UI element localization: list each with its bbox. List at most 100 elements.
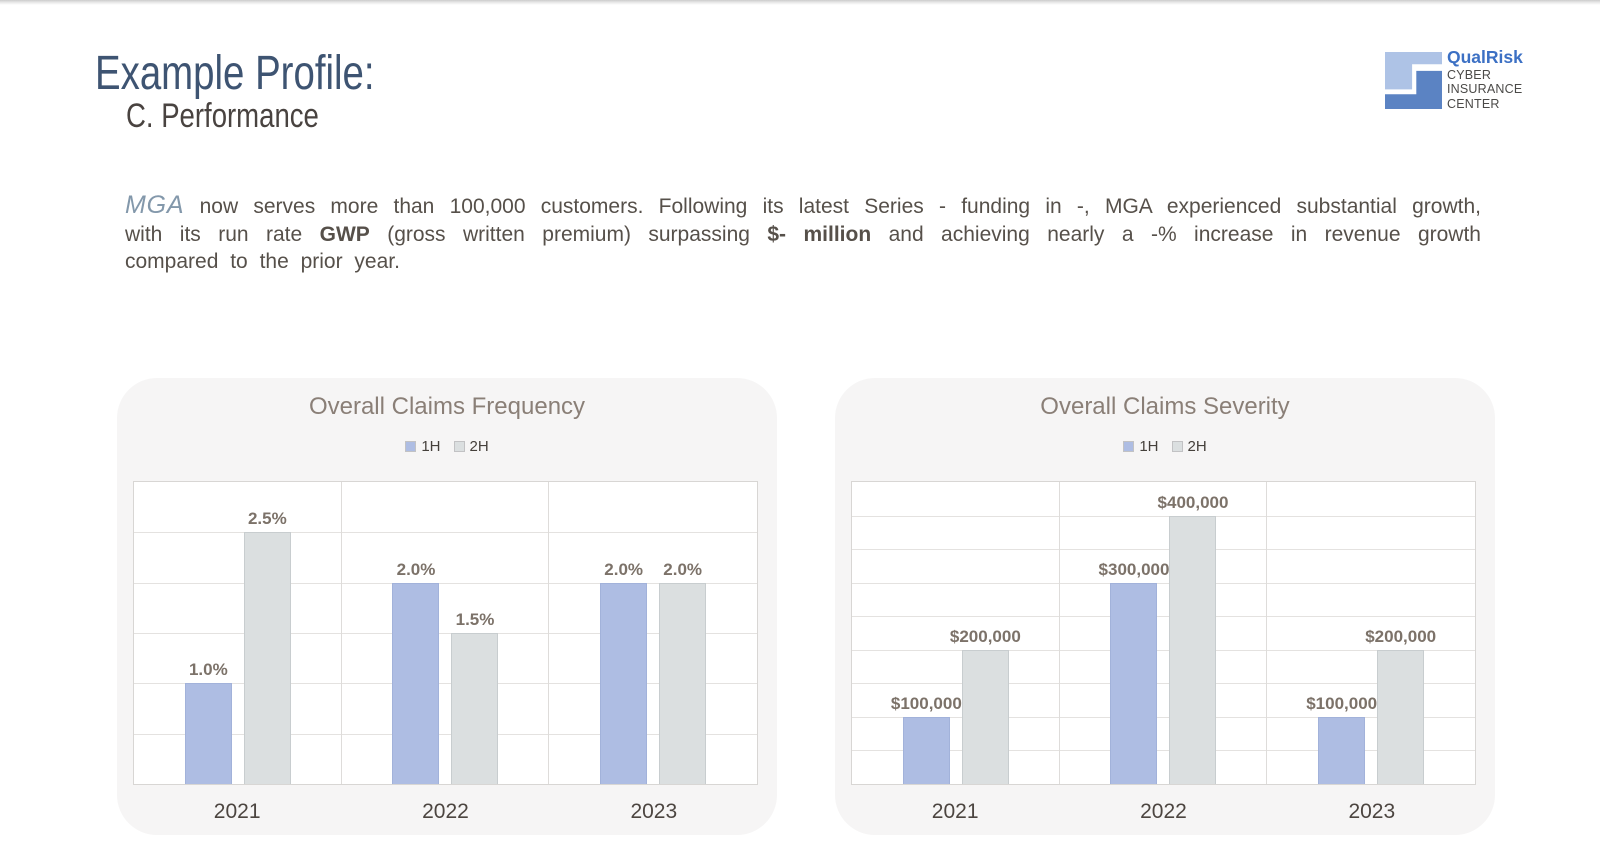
- bar-value-label: $200,000: [1365, 626, 1437, 646]
- legend-item-2h: 2H: [453, 438, 489, 455]
- category-column-2023: 2.0% 2.0%: [549, 482, 757, 784]
- chart-card-claims-severity: Overall Claims Severity 1H 2H $100,000 $20…: [835, 378, 1495, 835]
- logo-caption-line: INSURANCE: [1447, 82, 1523, 97]
- bar-value-label: $100,000: [1306, 693, 1378, 713]
- qualrisk-logo-text: QualRisk CYBER INSURANCE CENTER: [1447, 47, 1523, 111]
- bar-pair: 2.0% 2.0%: [549, 482, 757, 784]
- legend-item-2h: 2H: [1171, 438, 1207, 455]
- category-column-2023: $100,000 $200,000: [1267, 482, 1475, 784]
- bar-pair: $300,000 $400,000: [1060, 482, 1268, 784]
- category-column-2022: 2.0% 1.5%: [342, 482, 550, 784]
- gridline: [852, 649, 1475, 651]
- bar-1h-2021: $100,000: [891, 695, 962, 784]
- gridline: [134, 633, 757, 634]
- paragraph-line: with its run rate GWP (gross written pre…: [125, 221, 1481, 249]
- bar-1h-2022: $300,000: [1099, 561, 1169, 784]
- bar-value-label: $400,000: [1157, 492, 1229, 512]
- x-axis-label-2021: 2021: [931, 800, 979, 823]
- bar-1h-2023: $100,000: [1306, 695, 1377, 784]
- bar-value-label: $300,000: [1098, 559, 1170, 579]
- logo-brand: QualRisk: [1447, 47, 1523, 67]
- category-separator: [548, 482, 550, 784]
- x-axis-label-2023: 2023: [630, 800, 678, 823]
- top-edge-shadow: [0, 0, 1600, 5]
- term-mga: MGA: [125, 191, 185, 219]
- page-subtitle: C. Performance: [126, 97, 319, 135]
- bar-value-label: 2.0%: [663, 559, 703, 579]
- paragraph-text: with its run rate: [125, 222, 320, 246]
- category-column-2021: 1.0% 2.5%: [134, 482, 342, 784]
- bar-value-label: 2.0%: [396, 559, 436, 579]
- logo-caption-line: CYBER: [1447, 68, 1492, 82]
- bar-value-label: 2.5%: [247, 509, 287, 529]
- legend-label-2h: 2H: [1187, 438, 1207, 455]
- gridline: [852, 683, 1475, 685]
- page-title: Example Profile:: [95, 47, 375, 100]
- x-axis-label-2022: 2022: [422, 800, 469, 823]
- paragraph-text: compared to the prior year.: [125, 250, 400, 274]
- category-column-2021: $100,000 $200,000: [852, 482, 1060, 784]
- bar-2h-2022: $400,000: [1158, 494, 1228, 784]
- paragraph-text: now serves more than 100,000 customers. …: [184, 195, 1481, 218]
- bar-value-label: $200,000: [949, 626, 1021, 646]
- legend-swatch-1h: [405, 441, 417, 452]
- intro-paragraph: MGA now serves more than 100,000 custome…: [125, 193, 1481, 276]
- x-axis-labels: 2021 2022 2023: [851, 801, 1476, 823]
- legend-swatch-2h: [453, 441, 465, 452]
- chart-legend: 1H 2H: [835, 439, 1495, 454]
- term-amount: $- million: [767, 222, 872, 246]
- bar-1h-2021: 1.0%: [184, 661, 232, 784]
- legend-label-1h: 1H: [1139, 438, 1159, 455]
- bar-2h-2023: $200,000: [1365, 628, 1436, 784]
- category-separator: [340, 482, 342, 784]
- gridline: [852, 515, 1475, 517]
- paragraph-line: compared to the prior year.: [125, 248, 1481, 276]
- bar-value-label: 1.5%: [455, 610, 495, 629]
- bar-2h-2022: 1.5%: [451, 611, 499, 784]
- x-axis-label-2022: 2022: [1140, 800, 1187, 823]
- bar-value-label: 2.0%: [604, 559, 644, 579]
- paragraph-text: and achieving nearly a -% increase in re…: [871, 222, 1481, 246]
- plot-area-frequency: 1.0% 2.5% 2.0% 1.5% 2.0% 2.0%: [133, 481, 758, 785]
- category-column-2022: $300,000 $400,000: [1060, 482, 1268, 784]
- bar-2h-2023: 2.0%: [659, 561, 707, 784]
- x-axis-label-2021: 2021: [213, 800, 261, 823]
- legend-item-1h: 1H: [1123, 438, 1159, 455]
- term-gwp: GWP: [319, 222, 370, 246]
- bar-1h-2022: 2.0%: [392, 561, 440, 784]
- legend-swatch-1h: [1123, 441, 1135, 452]
- logo-caption-line: CENTER: [1447, 96, 1500, 111]
- gridline: [852, 549, 1475, 551]
- chart-title-frequency: Overall Claims Frequency: [308, 393, 586, 420]
- bar-pair: $100,000 $200,000: [852, 482, 1060, 784]
- category-separator: [1266, 482, 1268, 784]
- x-axis-label-2023: 2023: [1348, 800, 1396, 823]
- bar-pair: 2.0% 1.5%: [342, 482, 550, 784]
- category-separator: [1058, 482, 1060, 784]
- x-axis-labels: 2021 2022 2023: [133, 801, 758, 823]
- gridline: [134, 582, 757, 584]
- gridline: [852, 716, 1475, 718]
- gridline: [134, 683, 757, 685]
- legend-item-1h: 1H: [405, 438, 441, 455]
- gridline: [134, 733, 757, 735]
- paragraph-line: MGA now serves more than 100,000 custome…: [125, 193, 1481, 221]
- bar-2h-2021: 2.5%: [243, 510, 291, 784]
- gridline: [852, 750, 1475, 752]
- paragraph-text: (gross written premium) surpassing: [369, 222, 768, 246]
- gridline: [852, 582, 1475, 584]
- legend-label-2h: 2H: [469, 438, 489, 455]
- plot-area-severity: $100,000 $200,000 $300,000 $400,000 $100,000…: [851, 481, 1476, 785]
- bar-value-label: $100,000: [890, 693, 962, 713]
- qualrisk-logo-icon: [1385, 52, 1442, 109]
- bar-value-label: 1.0%: [188, 660, 228, 680]
- gridline: [134, 532, 757, 534]
- bar-2h-2021: $200,000: [950, 628, 1021, 784]
- legend-swatch-2h: [1171, 441, 1183, 452]
- legend-label-1h: 1H: [421, 438, 441, 455]
- bar-1h-2023: 2.0%: [600, 561, 648, 784]
- bar-pair: $100,000 $200,000: [1267, 482, 1475, 784]
- chart-card-claims-frequency: Overall Claims Frequency 1H 2H 1.0% 2.5% 2.…: [117, 378, 777, 835]
- gridline: [852, 616, 1475, 618]
